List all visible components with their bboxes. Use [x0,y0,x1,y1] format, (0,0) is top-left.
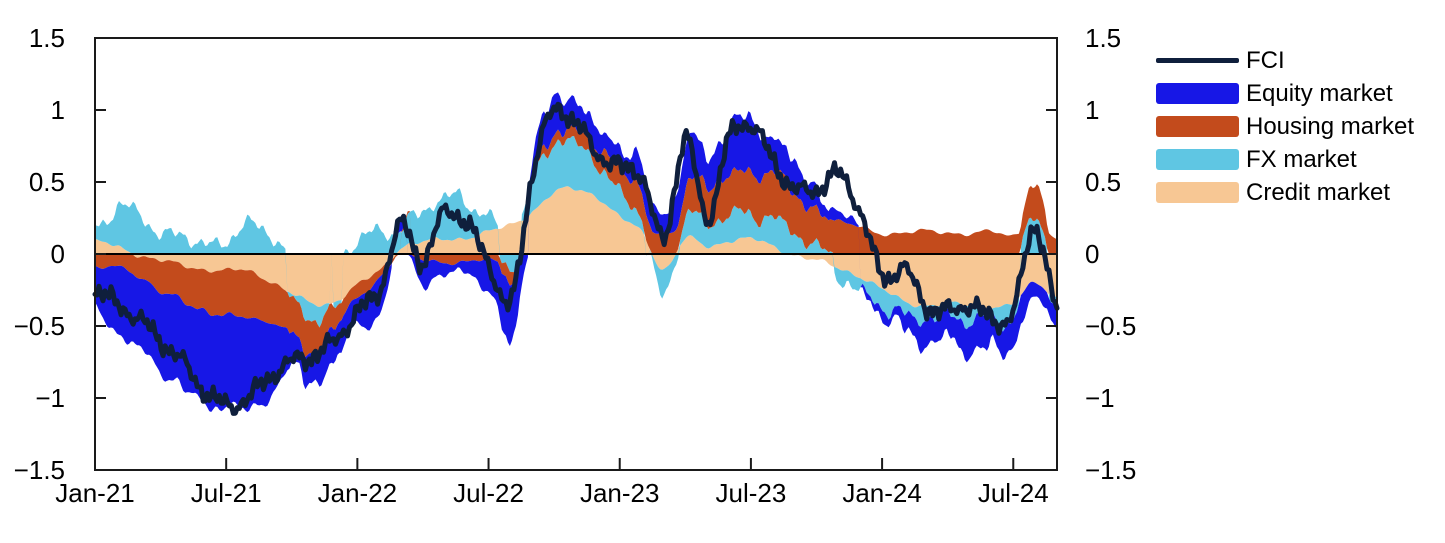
legend-item-label: Credit market [1246,178,1391,206]
x-tick-label: Jul-22 [453,478,524,508]
legend-swatch-credit-market [1156,182,1239,203]
axis-tick-labels: 1.5 1.51 10.5 0.50 0−0.5 −0.5−1 −1−1.5 −1.5Jan-… [14,23,1137,508]
area-credit-market [95,186,1057,310]
y-tick-label-right: −1 [1085,383,1115,413]
legend-item-equity-market: Equity market [1156,77,1414,110]
legend-item-credit-market: Credit market [1156,176,1414,209]
y-tick-label-left: −1.5 [14,455,65,485]
y-tick-label-left: 1.5 [29,23,65,53]
legend-item-housing-market: Housing market [1156,110,1414,143]
y-tick-label-right: −1.5 [1085,455,1136,485]
y-tick-label-left: 0 [51,239,65,269]
y-tick-label-left: 0.5 [29,167,65,197]
x-tick-label: Jan-21 [55,478,135,508]
legend-swatch-equity-market [1156,83,1239,104]
chart-legend: FCI Equity market Housing market FX mark… [1156,44,1414,209]
fci-line [92,101,1060,416]
legend-swatch-housing-market [1156,116,1239,137]
y-tick-label-right: 0.5 [1085,167,1121,197]
x-tick-label: Jan-23 [580,478,660,508]
legend-item-label: FCI [1246,46,1285,74]
area-housing-market [95,124,1057,358]
stacked-areas [95,92,1057,413]
axis-ticks [94,37,1057,471]
y-tick-label-right: 0 [1085,239,1099,269]
x-tick-label: Jan-22 [318,478,398,508]
legend-item-fci: FCI [1156,44,1414,77]
legend-item-fx-market: FX market [1156,143,1414,176]
legend-item-label: FX market [1246,145,1357,173]
legend-line-sample-fci [1156,58,1239,63]
y-tick-label-left: −0.5 [14,311,65,341]
x-tick-label: Jul-24 [978,478,1049,508]
legend-swatch-fx-market [1156,149,1239,170]
x-tick-label: Jul-23 [715,478,786,508]
area-fx-market [95,136,1057,332]
y-tick-label-right: 1 [1085,95,1099,125]
y-tick-label-left: 1 [51,95,65,125]
x-tick-label: Jul-21 [191,478,262,508]
y-tick-label-left: −1 [35,383,65,413]
y-tick-label-right: 1.5 [1085,23,1121,53]
legend-item-label: Equity market [1246,79,1393,107]
area-equity-market [95,92,1057,413]
x-tick-label: Jan-24 [842,478,922,508]
legend-item-label: Housing market [1246,112,1415,140]
y-tick-label-right: −0.5 [1085,311,1136,341]
